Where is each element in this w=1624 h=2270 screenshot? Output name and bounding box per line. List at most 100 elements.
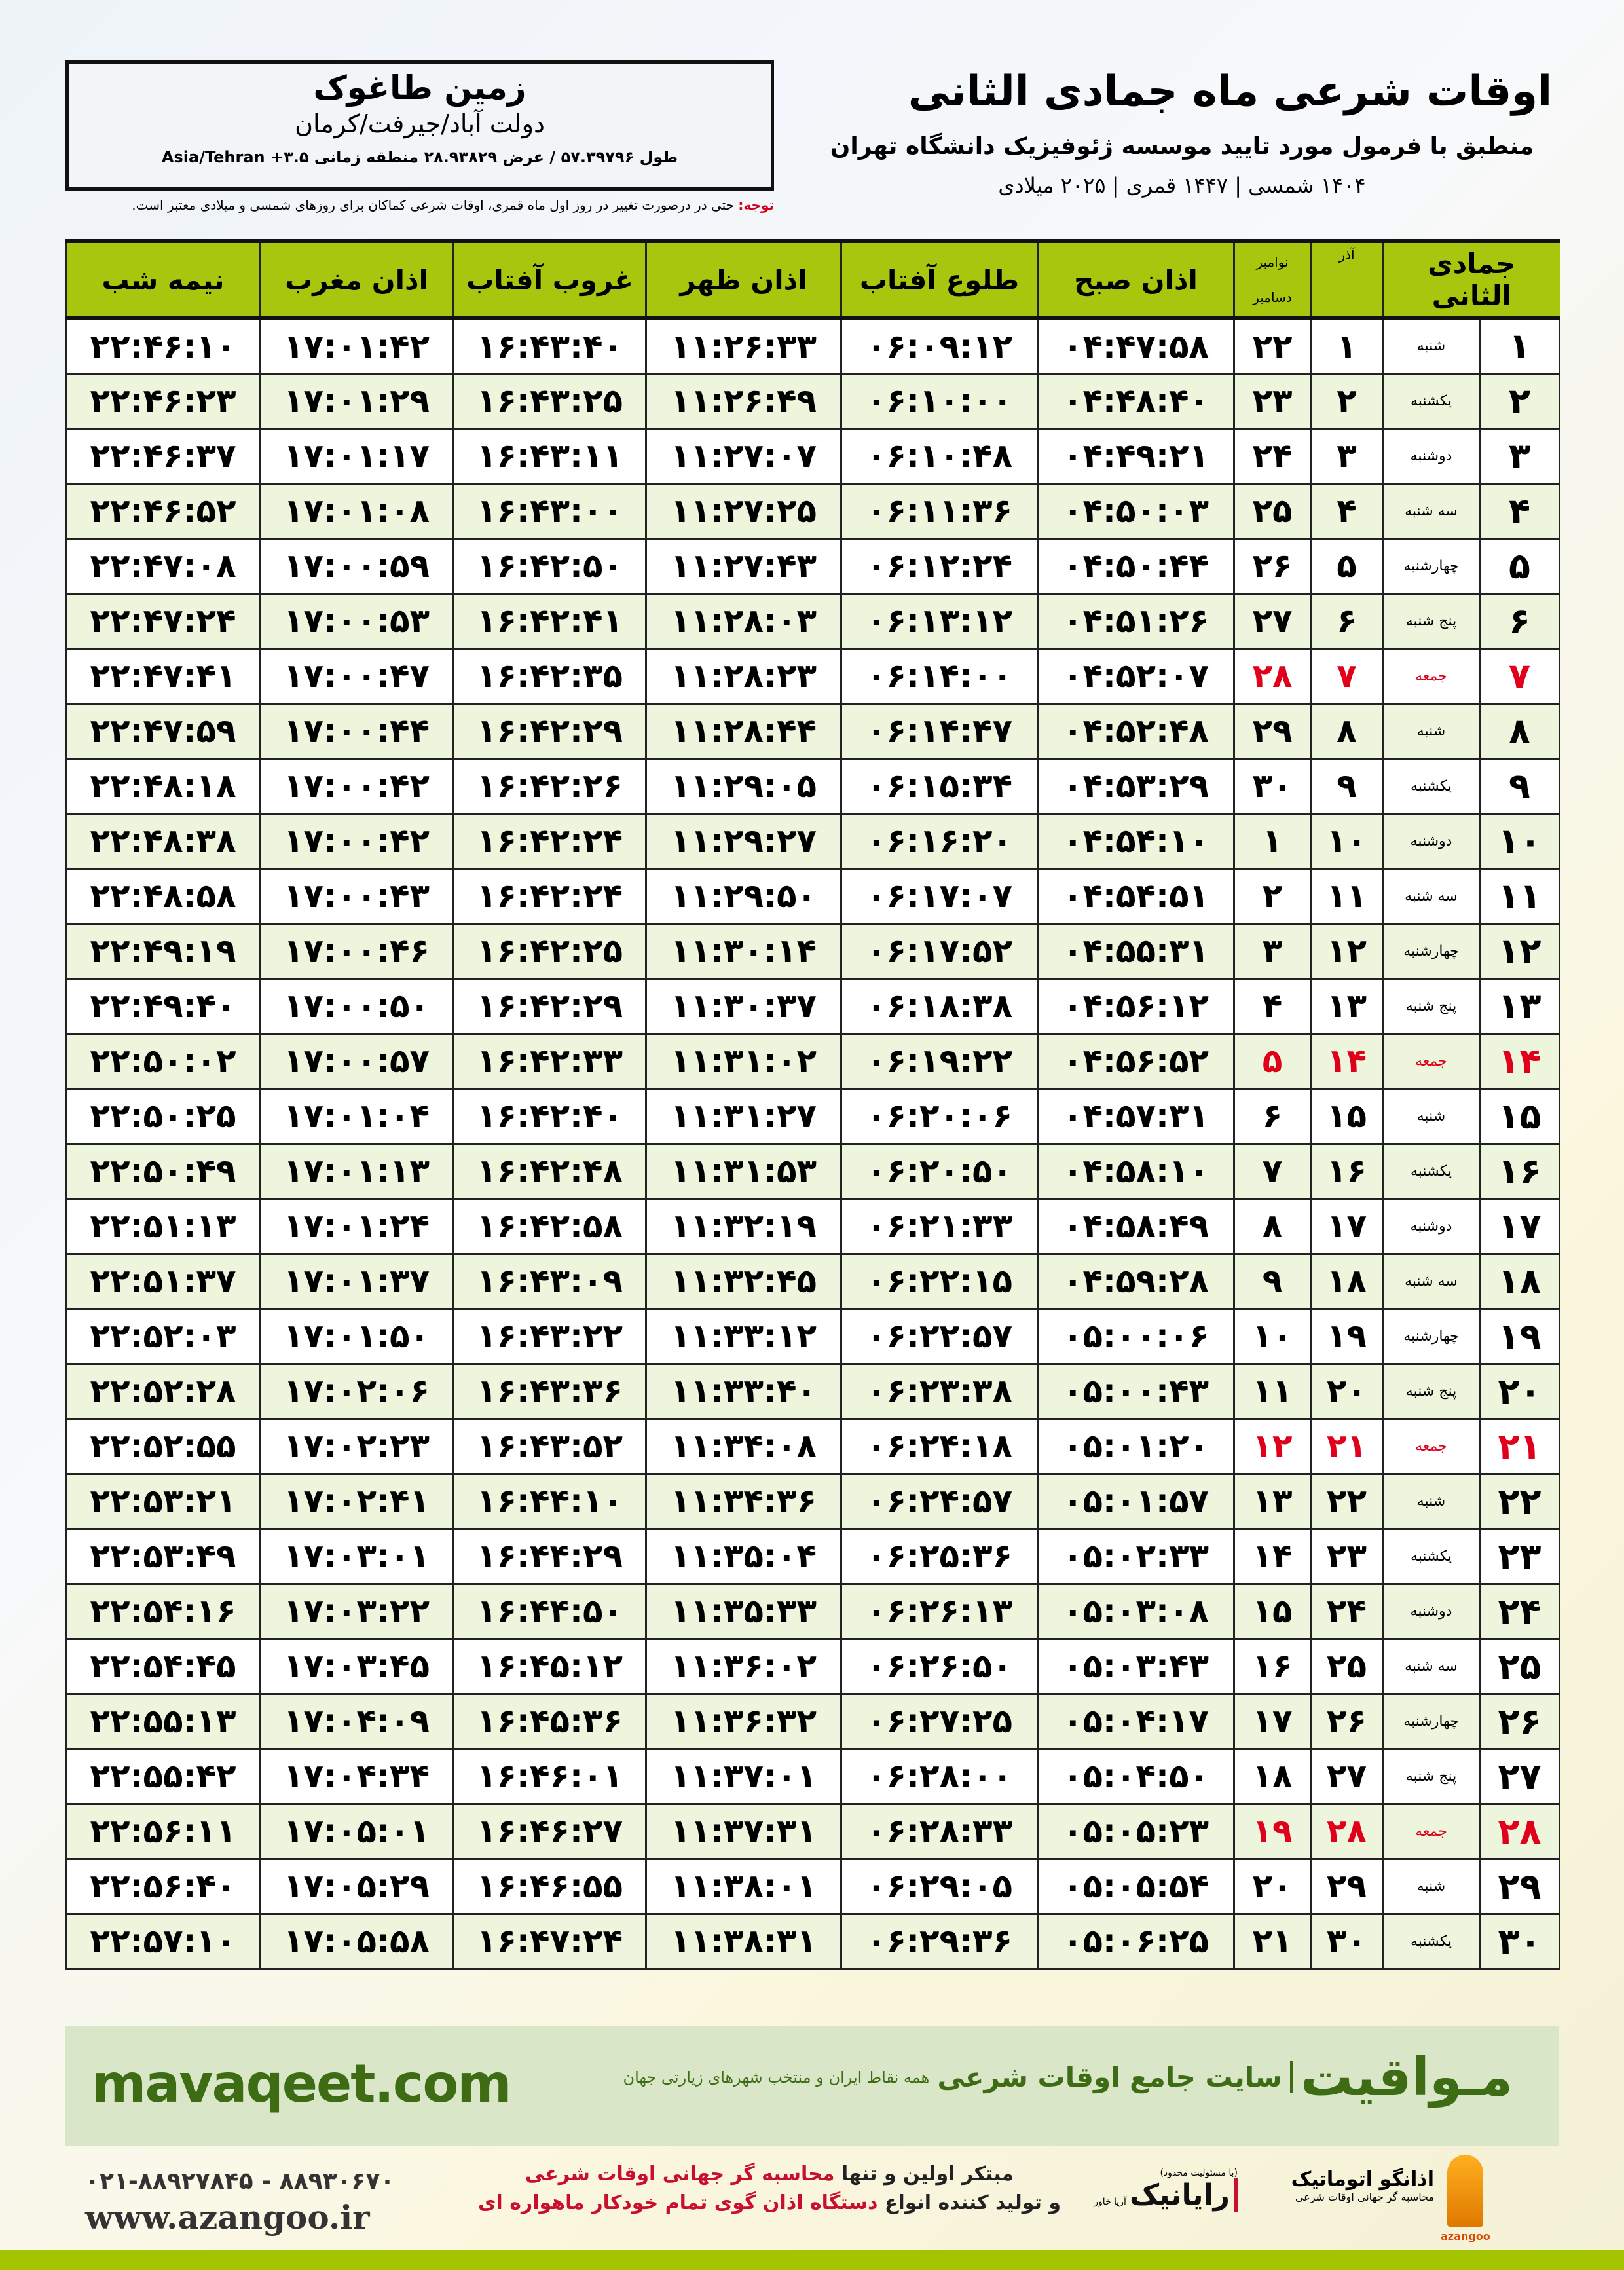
weekday-cell: جمعه bbox=[1382, 1417, 1481, 1475]
dhuhr-cell: ۱۱:۲۷:۲۵ bbox=[645, 482, 842, 540]
sunset-cell: ۱۶:۴۴:۵۰ bbox=[452, 1582, 647, 1640]
weekday-cell: دوشنبه bbox=[1382, 1197, 1481, 1255]
hijri-day-cell: ۱۱ bbox=[1479, 867, 1560, 925]
dhuhr-cell: ۱۱:۲۶:۳۳ bbox=[645, 317, 842, 375]
table-row: ۲۱ جمعه ۲۱ ۱۲ ۰۵:۰۱:۲۰ ۰۶:۲۴:۱۸ ۱۱:۳۴:۰۸ ۱۶:۴۳:… bbox=[65, 1417, 1560, 1475]
weekday-cell: پنج شنبه bbox=[1382, 1747, 1481, 1805]
hijri-day-cell: ۱۳ bbox=[1479, 977, 1560, 1035]
dhuhr-cell: ۱۱:۳۱:۵۳ bbox=[645, 1142, 842, 1200]
azar-day-cell: ۱۷ bbox=[1310, 1197, 1384, 1255]
maghrib-cell: ۱۷:۰۰:۴۴ bbox=[259, 702, 454, 760]
table-row: ۳۰ یکشنبه ۳۰ ۲۱ ۰۵:۰۶:۲۵ ۰۶:۲۹:۳۶ ۱۱:۳۸:۳۱ ۱۶:۴… bbox=[65, 1912, 1560, 1970]
table-row: ۲۸ جمعه ۲۸ ۱۹ ۰۵:۰۵:۲۳ ۰۶:۲۸:۳۳ ۱۱:۳۷:۳۱ ۱۶:۴۶:… bbox=[65, 1802, 1560, 1860]
header-azar: آذر bbox=[1310, 239, 1383, 320]
sunrise-cell: ۰۶:۲۴:۵۷ bbox=[840, 1472, 1039, 1530]
gregorian-day-cell: ۲۶ bbox=[1233, 537, 1312, 595]
dhuhr-cell: ۱۱:۲۹:۵۰ bbox=[645, 867, 842, 925]
hijri-day-cell: ۲۴ bbox=[1479, 1582, 1560, 1640]
sunset-cell: ۱۶:۴۶:۵۵ bbox=[452, 1857, 647, 1915]
table-row: ۸ شنبه ۸ ۲۹ ۰۴:۵۲:۴۸ ۰۶:۱۴:۴۷ ۱۱:۲۸:۴۴ ۱۶:۴۲:۲۹… bbox=[65, 702, 1560, 760]
header-dec: دسامبر bbox=[1253, 289, 1292, 305]
dhuhr-cell: ۱۱:۲۷:۰۷ bbox=[645, 427, 842, 485]
maghrib-cell: ۱۷:۰۱:۲۹ bbox=[259, 372, 454, 430]
sunset-cell: ۱۶:۴۳:۳۶ bbox=[452, 1362, 647, 1420]
azangoo-url[interactable]: www.azangoo.ir bbox=[85, 2198, 370, 2237]
weekday-cell: شنبه bbox=[1382, 1472, 1481, 1530]
dhuhr-cell: ۱۱:۳۶:۰۲ bbox=[645, 1637, 842, 1695]
header-row: جمادی الثانی آذر نوامبر دسامبر اذان صبح ط… bbox=[65, 239, 1560, 320]
maghrib-cell: ۱۷:۰۲:۴۱ bbox=[259, 1472, 454, 1530]
dhuhr-cell: ۱۱:۳۱:۰۲ bbox=[645, 1032, 842, 1090]
phone: ۰۲۱-۸۸۹۲۷۸۴۵ - ۸۸۹۳۰۶۷۰ bbox=[85, 2168, 395, 2195]
midnight-cell: ۲۲:۴۷:۲۴ bbox=[65, 592, 261, 650]
location-coords: طول ۵۷.۳۹۷۹۶ / عرض ۲۸.۹۳۸۲۹ منطقه زمانی … bbox=[161, 148, 678, 166]
weekday-cell: چهارشنبه bbox=[1382, 922, 1481, 980]
table-row: ۱۷ دوشنبه ۱۷ ۸ ۰۴:۵۸:۴۹ ۰۶:۲۱:۳۳ ۱۱:۳۲:۱۹ ۱۶:۴۲… bbox=[65, 1197, 1560, 1255]
gregorian-day-cell: ۲۲ bbox=[1233, 317, 1312, 375]
hijri-day-cell: ۷ bbox=[1479, 647, 1560, 705]
table-row: ۷ جمعه ۷ ۲۸ ۰۴:۵۲:۰۷ ۰۶:۱۴:۰۰ ۱۱:۲۸:۲۳ ۱۶:۴۲:۳۵… bbox=[65, 647, 1560, 705]
sunset-cell: ۱۶:۴۲:۲۵ bbox=[452, 922, 647, 980]
dhuhr-cell: ۱۱:۲۸:۰۳ bbox=[645, 592, 842, 650]
azar-day-cell: ۲۰ bbox=[1310, 1362, 1384, 1420]
midnight-cell: ۲۲:۵۴:۴۵ bbox=[65, 1637, 261, 1695]
site-url[interactable]: mavaqeet.com bbox=[92, 2053, 512, 2114]
dhuhr-cell: ۱۱:۲۸:۴۴ bbox=[645, 702, 842, 760]
sunrise-cell: ۰۶:۱۰:۴۸ bbox=[840, 427, 1039, 485]
prayer-times-table: جمادی الثانی آذر نوامبر دسامبر اذان صبح ط… bbox=[65, 239, 1560, 1970]
azar-day-cell: ۳ bbox=[1310, 427, 1384, 485]
dhuhr-cell: ۱۱:۳۰:۳۷ bbox=[645, 977, 842, 1035]
location-box: زمین طاغوک دولت آباد/جیرفت/کرمان طول ۵۷.… bbox=[65, 60, 774, 191]
sunset-cell: ۱۶:۴۲:۵۸ bbox=[452, 1197, 647, 1255]
note-label: توجه: bbox=[738, 197, 774, 213]
maghrib-cell: ۱۷:۰۰:۵۳ bbox=[259, 592, 454, 650]
midnight-cell: ۲۲:۴۹:۱۹ bbox=[65, 922, 261, 980]
dhuhr-cell: ۱۱:۳۳:۴۰ bbox=[645, 1362, 842, 1420]
sunrise-cell: ۰۶:۲۱:۳۳ bbox=[840, 1197, 1039, 1255]
azar-day-cell: ۱۲ bbox=[1310, 922, 1384, 980]
location-name: زمین طاغوک bbox=[313, 69, 526, 107]
weekday-cell: سه شنبه bbox=[1382, 1252, 1481, 1310]
gregorian-day-cell: ۱ bbox=[1233, 812, 1312, 870]
azar-day-cell: ۴ bbox=[1310, 482, 1384, 540]
fajr-cell: ۰۴:۴۹:۲۱ bbox=[1037, 427, 1235, 485]
gregorian-day-cell: ۴ bbox=[1233, 977, 1312, 1035]
maghrib-cell: ۱۷:۰۰:۵۷ bbox=[259, 1032, 454, 1090]
table-row: ۲ یکشنبه ۲ ۲۳ ۰۴:۴۸:۴۰ ۰۶:۱۰:۰۰ ۱۱:۲۶:۴۹ ۱۶:۴۳:… bbox=[65, 372, 1560, 430]
maghrib-cell: ۱۷:۰۳:۴۵ bbox=[259, 1637, 454, 1695]
sunrise-cell: ۰۶:۲۸:۳۳ bbox=[840, 1802, 1039, 1860]
azar-day-cell: ۱۵ bbox=[1310, 1087, 1384, 1145]
header-maghrib: اذان مغرب bbox=[259, 239, 454, 320]
gregorian-day-cell: ۱۴ bbox=[1233, 1527, 1312, 1585]
sunset-cell: ۱۶:۴۲:۳۵ bbox=[452, 647, 647, 705]
azar-day-cell: ۲ bbox=[1310, 372, 1384, 430]
gregorian-day-cell: ۱۷ bbox=[1233, 1692, 1312, 1750]
gregorian-day-cell: ۱۳ bbox=[1233, 1472, 1312, 1530]
weekday-cell: سه شنبه bbox=[1382, 482, 1481, 540]
maghrib-cell: ۱۷:۰۱:۳۷ bbox=[259, 1252, 454, 1310]
hijri-day-cell: ۱۷ bbox=[1479, 1197, 1560, 1255]
azar-day-cell: ۵ bbox=[1310, 537, 1384, 595]
sunrise-cell: ۰۶:۱۲:۲۴ bbox=[840, 537, 1039, 595]
hijri-day-cell: ۲۱ bbox=[1479, 1417, 1560, 1475]
maghrib-cell: ۱۷:۰۳:۲۲ bbox=[259, 1582, 454, 1640]
azangoo-sub: محاسبه گر جهانی اوقات شرعی bbox=[1295, 2191, 1434, 2203]
weekday-cell: چهارشنبه bbox=[1382, 1692, 1481, 1750]
azar-day-cell: ۱ bbox=[1310, 317, 1384, 375]
rayanik-side: آریا خاور bbox=[1094, 2197, 1126, 2207]
fajr-cell: ۰۴:۵۲:۴۸ bbox=[1037, 702, 1235, 760]
hijri-day-cell: ۱۰ bbox=[1479, 812, 1560, 870]
slogan-1a: مبتکر اولین و تنها bbox=[834, 2163, 1014, 2186]
midnight-cell: ۲۲:۴۷:۰۸ bbox=[65, 537, 261, 595]
azar-day-cell: ۱۳ bbox=[1310, 977, 1384, 1035]
dhuhr-cell: ۱۱:۲۹:۰۵ bbox=[645, 757, 842, 815]
maghrib-cell: ۱۷:۰۰:۴۳ bbox=[259, 867, 454, 925]
sunrise-cell: ۰۶:۱۰:۰۰ bbox=[840, 372, 1039, 430]
dhuhr-cell: ۱۱:۳۸:۰۱ bbox=[645, 1857, 842, 1915]
azar-day-cell: ۱۸ bbox=[1310, 1252, 1384, 1310]
rayanik-logo: (با مسئولیت محدود) رایانیک آریا خاور bbox=[1074, 2168, 1238, 2212]
sunset-cell: ۱۶:۴۵:۳۶ bbox=[452, 1692, 647, 1750]
weekday-cell: سه شنبه bbox=[1382, 867, 1481, 925]
maghrib-cell: ۱۷:۰۲:۲۳ bbox=[259, 1417, 454, 1475]
maghrib-cell: ۱۷:۰۲:۰۶ bbox=[259, 1362, 454, 1420]
